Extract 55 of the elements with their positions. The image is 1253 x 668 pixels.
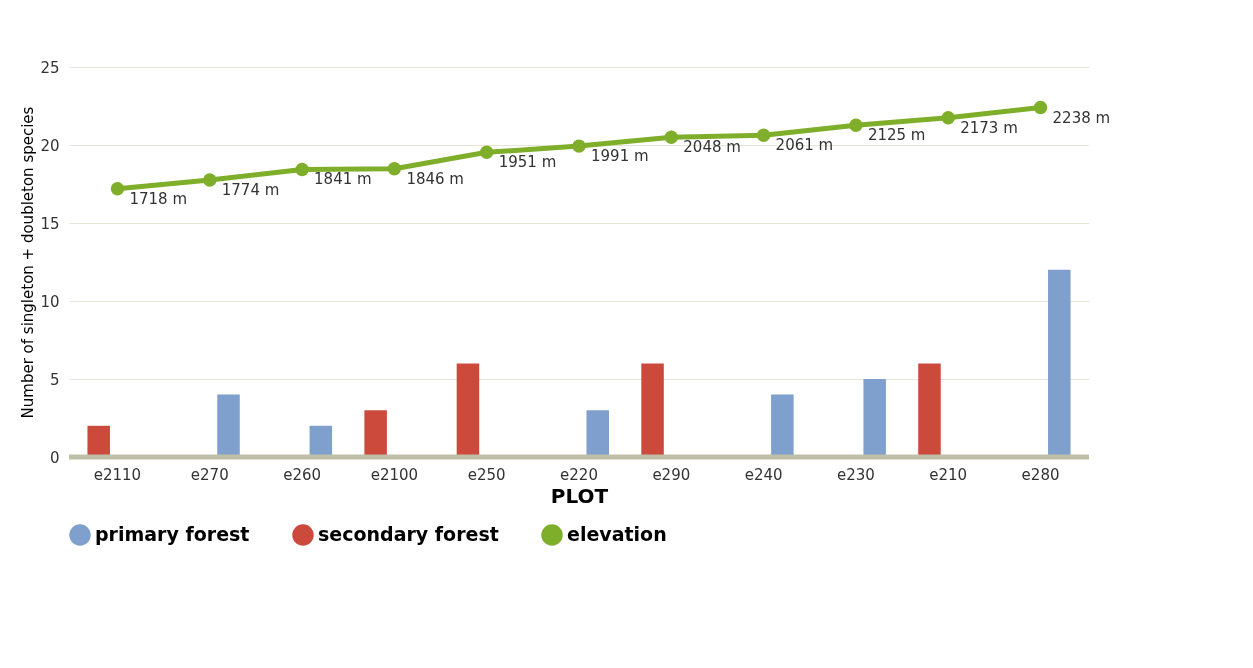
x-tick-label: e210 xyxy=(929,465,968,484)
x-tick-label: e2110 xyxy=(93,465,142,484)
point xyxy=(203,173,217,187)
x-tick-label: e250 xyxy=(467,465,506,484)
data-label: 1951 m xyxy=(498,153,557,172)
data-label: 1991 m xyxy=(591,147,649,166)
y-tick-label: 15 xyxy=(40,214,60,233)
bar xyxy=(863,379,886,457)
y-axis-title: Number of singleton + doubleton species xyxy=(19,106,38,419)
bar xyxy=(771,394,794,457)
data-label: 2061 m xyxy=(775,136,834,155)
point xyxy=(664,130,679,144)
point xyxy=(295,162,309,177)
data-label: 1841 m xyxy=(314,170,372,189)
x-tick-label: e290 xyxy=(652,465,691,484)
point xyxy=(387,162,402,176)
bar xyxy=(586,410,609,457)
x-tick-label: e220 xyxy=(560,465,598,484)
data-label: 2238 m xyxy=(1052,108,1111,127)
bar xyxy=(918,363,941,457)
legend-label: primary forest xyxy=(95,523,250,545)
point xyxy=(1033,100,1048,115)
data-label: 1718 m xyxy=(129,189,188,208)
point xyxy=(756,128,771,142)
point xyxy=(572,139,586,153)
x-tick-label: e2100 xyxy=(370,465,419,484)
y-tick-label: 20 xyxy=(40,136,60,155)
data-label: 2048 m xyxy=(683,138,741,157)
point xyxy=(110,181,125,196)
y-tick-label: 10 xyxy=(40,292,60,311)
x-axis-title: PLOT xyxy=(550,483,609,508)
x-tick-label: e230 xyxy=(836,465,875,484)
bar xyxy=(87,425,110,457)
data-label: 2173 m xyxy=(960,118,1018,137)
y-tick-label: 0 xyxy=(49,448,60,467)
x-tick-label: e260 xyxy=(283,465,322,484)
point xyxy=(479,145,494,160)
point xyxy=(941,111,955,125)
data-label: 2125 m xyxy=(867,126,926,145)
legend-label: elevation xyxy=(567,523,667,545)
y-tick-label: 5 xyxy=(49,370,60,389)
point xyxy=(849,118,863,132)
data-label: 1846 m xyxy=(406,169,464,188)
bar xyxy=(641,363,664,457)
bar xyxy=(309,425,333,457)
x-tick-label: e280 xyxy=(1021,465,1060,484)
y-tick-label: 25 xyxy=(40,58,60,77)
data-label: 1774 m xyxy=(221,180,280,199)
bar xyxy=(456,363,480,457)
x-tick-label: e270 xyxy=(190,465,229,484)
bar xyxy=(364,410,387,457)
bar xyxy=(1048,269,1071,457)
bar xyxy=(217,394,240,457)
x-tick-label: e240 xyxy=(744,465,783,484)
legend-label: secondary forest xyxy=(318,523,499,545)
